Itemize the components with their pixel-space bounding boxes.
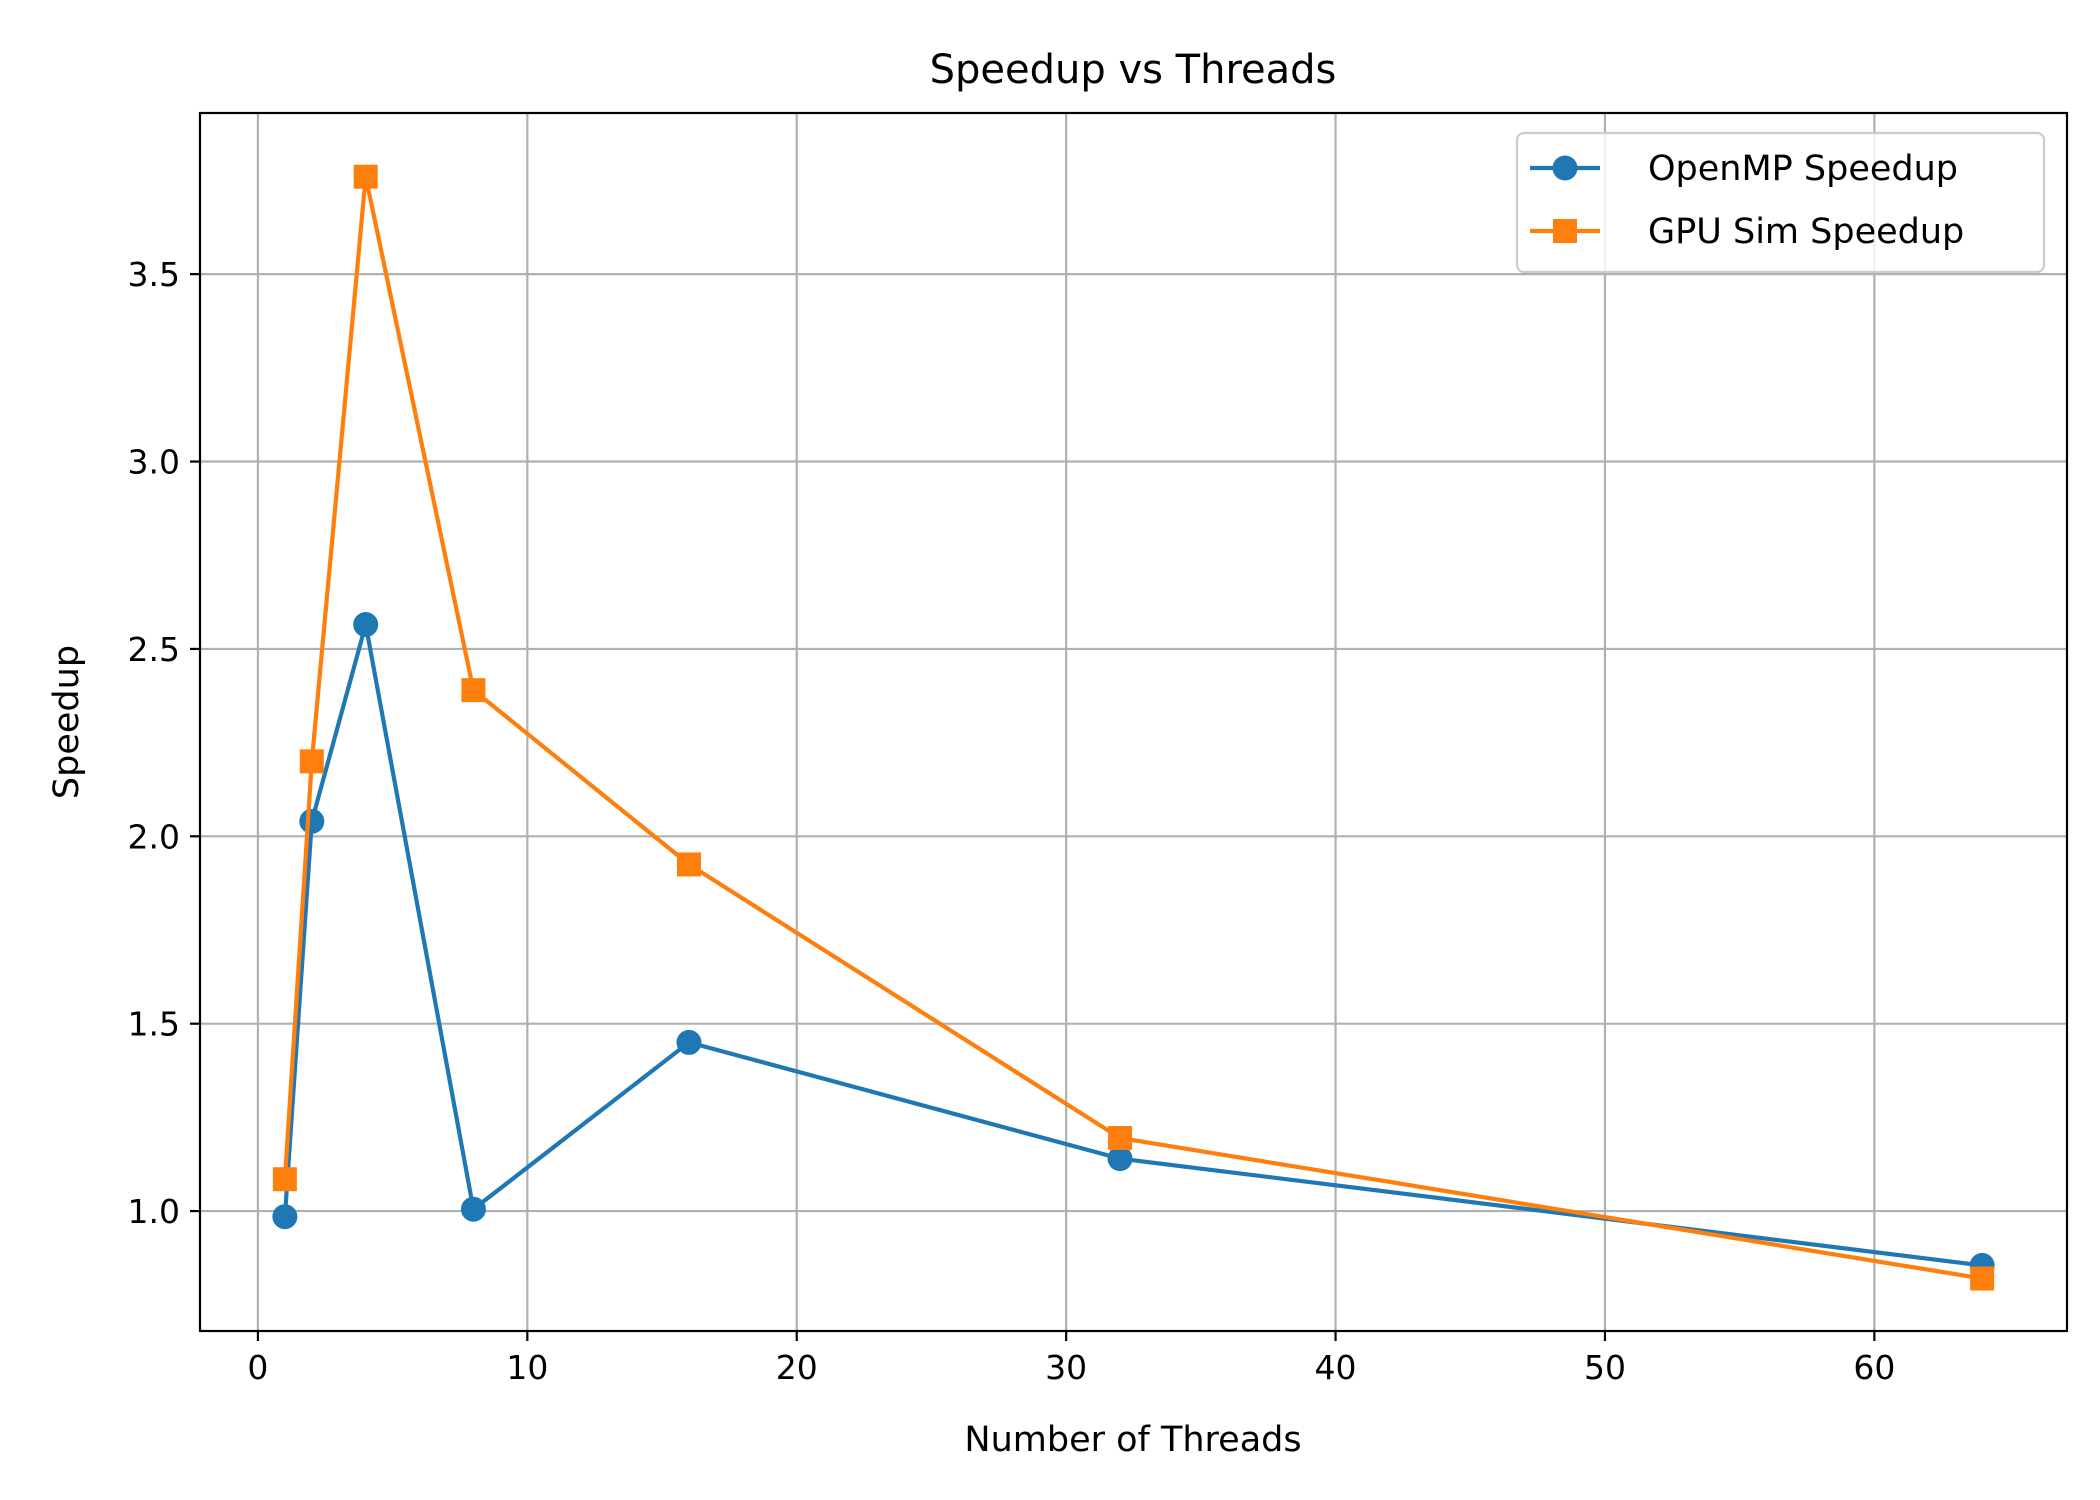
- data-point: [676, 852, 701, 877]
- x-axis-label: Number of Threads: [964, 1420, 1301, 1460]
- data-point: [676, 1029, 702, 1055]
- legend-label: GPU Sim Speedup: [1648, 212, 1964, 252]
- data-point: [1108, 1125, 1133, 1150]
- data-point: [1970, 1266, 1995, 1291]
- y-tick-label: 3.0: [128, 443, 180, 482]
- legend-entry: GPU Sim Speedup: [1530, 212, 1964, 252]
- legend-label: OpenMP Speedup: [1648, 149, 1958, 189]
- y-tick-label: 2.5: [128, 630, 180, 669]
- x-tick-label: 40: [1315, 1348, 1357, 1387]
- y-tick-label: 3.5: [128, 255, 180, 294]
- data-point: [460, 1196, 486, 1222]
- data-point: [299, 808, 325, 834]
- y-tick-label: 1.0: [128, 1192, 180, 1231]
- grid: [200, 113, 2067, 1331]
- x-tick-label: 0: [247, 1348, 268, 1387]
- legend-box: [1515, 131, 2046, 274]
- legend: OpenMP Speedup GPU Sim Speedup: [1515, 131, 2046, 274]
- data-point: [461, 678, 486, 703]
- data-point: [299, 749, 324, 774]
- legend-entry: OpenMP Speedup: [1530, 149, 1958, 189]
- data-point: [272, 1167, 297, 1192]
- series-1: [272, 612, 1995, 1278]
- x-tick-label: 50: [1584, 1348, 1626, 1387]
- data-point: [272, 1204, 298, 1230]
- data-point: [1107, 1146, 1133, 1172]
- x-tick-label: 60: [1853, 1348, 1895, 1387]
- series-layer: [272, 164, 1995, 1291]
- legend-marker: [1552, 155, 1578, 181]
- x-tick-label: 10: [506, 1348, 548, 1387]
- y-tick-label: 2.0: [128, 817, 180, 856]
- chart-title: Speedup vs Threads: [930, 47, 1337, 93]
- y-tick-label: 1.5: [128, 1005, 180, 1044]
- series-2: [272, 164, 1995, 1291]
- data-point: [353, 612, 379, 638]
- plot-frame: [198, 111, 2069, 1333]
- y-axis-label: Speedup: [47, 645, 87, 799]
- data-point: [353, 164, 378, 189]
- legend-marker: [1553, 219, 1577, 243]
- axis-ticks: 0 10 20 30 40 50 60 1.0 1.5 2.0 2.5 3.0 3.5: [128, 255, 1896, 1387]
- x-tick-label: 30: [1045, 1348, 1087, 1387]
- x-tick-label: 20: [776, 1348, 818, 1387]
